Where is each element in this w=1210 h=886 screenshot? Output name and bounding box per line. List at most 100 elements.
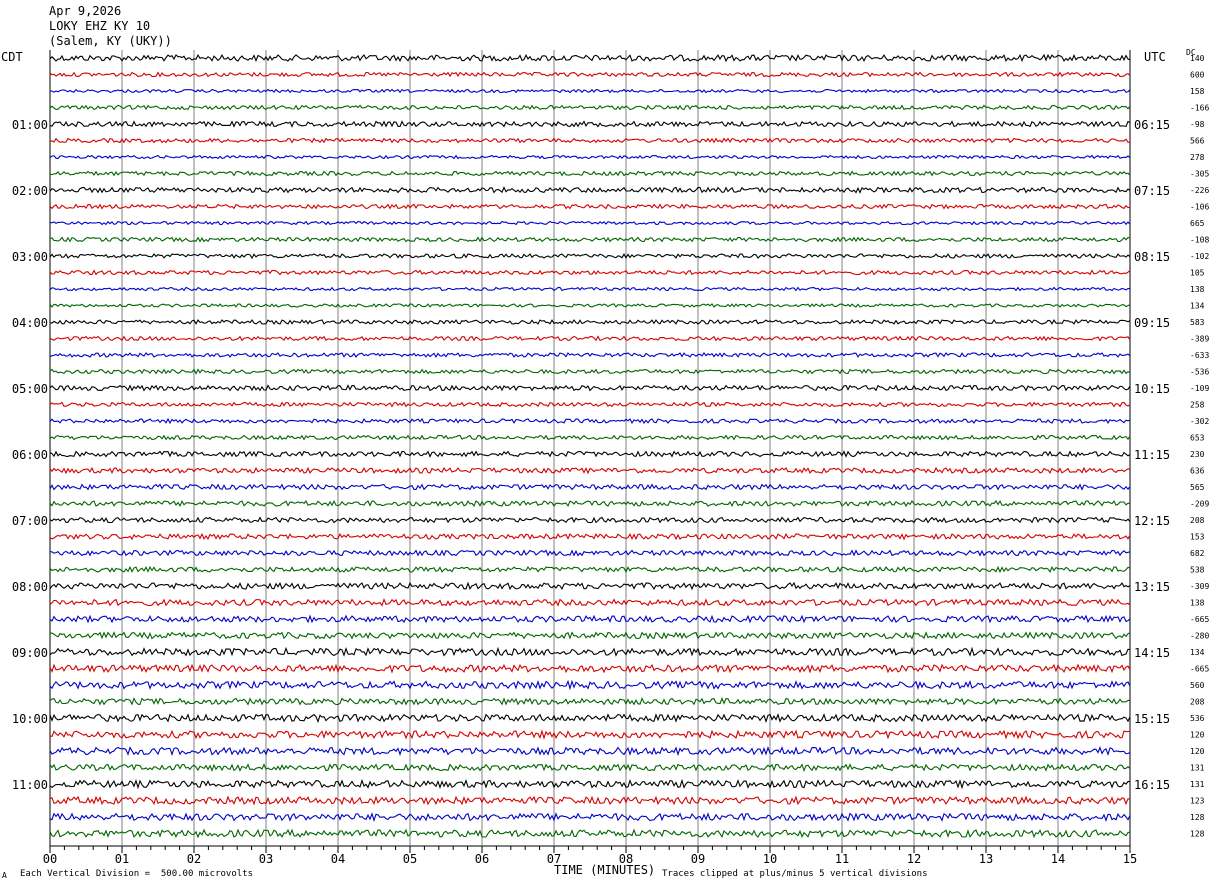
dc-offset-label: -536 bbox=[1190, 368, 1209, 377]
dc-offset-label: 153 bbox=[1190, 533, 1205, 542]
dc-offset-label: -665 bbox=[1190, 615, 1209, 624]
seismic-trace bbox=[49, 450, 1131, 458]
seismic-trace bbox=[49, 170, 1131, 177]
dc-offset-label: 134 bbox=[1190, 648, 1205, 657]
seismic-trace bbox=[49, 417, 1131, 425]
cdt-hour-label: 02:00 bbox=[12, 184, 48, 198]
seismic-trace bbox=[49, 203, 1131, 210]
date-label: Apr 9,2026 bbox=[49, 4, 122, 18]
dc-offset-label: 131 bbox=[1190, 780, 1205, 789]
seismic-trace bbox=[49, 795, 1131, 806]
x-tick-label: 14 bbox=[1051, 852, 1065, 866]
x-tick-label: 09 bbox=[691, 852, 705, 866]
seismic-trace bbox=[49, 466, 1131, 475]
seismic-trace bbox=[49, 88, 1131, 94]
seismic-trace bbox=[49, 303, 1131, 308]
seismic-trace bbox=[49, 778, 1131, 790]
scale-note: Each Vertical Division = 500.00 microvol… bbox=[20, 869, 253, 879]
utc-hour-label: 14:15 bbox=[1134, 646, 1170, 660]
seismic-trace bbox=[49, 286, 1131, 292]
seismic-trace bbox=[49, 516, 1131, 524]
dc-offset-label: 120 bbox=[1190, 731, 1205, 740]
cdt-hour-label: 07:00 bbox=[12, 514, 48, 528]
utc-hour-label: 15:15 bbox=[1134, 712, 1170, 726]
dc-offset-label: 583 bbox=[1190, 318, 1205, 327]
cdt-hour-label: 09:00 bbox=[12, 646, 48, 660]
x-tick-label: 02 bbox=[187, 852, 201, 866]
seismic-trace bbox=[49, 269, 1131, 276]
x-tick-label: 03 bbox=[259, 852, 273, 866]
dc-offset-label: 138 bbox=[1190, 599, 1205, 608]
x-tick-label: 11 bbox=[835, 852, 849, 866]
utc-hour-label: 06:15 bbox=[1134, 118, 1170, 132]
seismic-trace bbox=[49, 335, 1131, 342]
dc-offset-label: 208 bbox=[1190, 698, 1205, 707]
seismic-trace bbox=[49, 483, 1131, 491]
seismic-trace bbox=[49, 434, 1131, 441]
utc-hour-label: 08:15 bbox=[1134, 250, 1170, 264]
dc-offset-label: 665 bbox=[1190, 219, 1205, 228]
dc-offset-label: -280 bbox=[1190, 632, 1209, 641]
x-axis-title: TIME (MINUTES) bbox=[554, 863, 656, 877]
dc-offset-label: -166 bbox=[1190, 104, 1209, 113]
dc-offset-label: 208 bbox=[1190, 516, 1205, 525]
dc-offset-label: 258 bbox=[1190, 401, 1205, 410]
seismic-trace bbox=[49, 597, 1131, 607]
clip-note: Traces clipped at plus/minus 5 vertical … bbox=[662, 869, 928, 879]
dc-offset-label: -226 bbox=[1190, 186, 1209, 195]
dc-offset-label: 560 bbox=[1190, 681, 1205, 690]
dc-offset-label: 565 bbox=[1190, 483, 1205, 492]
seismic-trace bbox=[49, 401, 1131, 408]
x-tick-label: 08 bbox=[619, 852, 633, 866]
location-label: (Salem, KY (UKY)) bbox=[49, 34, 172, 48]
dc-offset-label: 536 bbox=[1190, 714, 1205, 723]
seismic-trace bbox=[49, 729, 1130, 740]
seismic-trace bbox=[49, 746, 1131, 757]
dc-offset-label: 128 bbox=[1190, 813, 1205, 822]
seismic-trace bbox=[49, 565, 1131, 574]
x-tick-label: 05 bbox=[403, 852, 417, 866]
seismic-trace bbox=[49, 549, 1131, 557]
x-tick-label: 13 bbox=[979, 852, 993, 866]
dc-offset-label: -109 bbox=[1190, 384, 1209, 393]
seismic-trace bbox=[49, 499, 1131, 508]
seismic-trace bbox=[49, 71, 1131, 78]
x-tick-label: 01 bbox=[115, 852, 129, 866]
seismic-trace bbox=[49, 137, 1131, 144]
dc-offset-label: 538 bbox=[1190, 566, 1205, 575]
cdt-hour-label: 01:00 bbox=[12, 118, 48, 132]
seismic-trace bbox=[49, 663, 1131, 674]
dc-label: DC bbox=[1186, 48, 1196, 57]
dc-offset-label: 278 bbox=[1190, 153, 1205, 162]
dc-offset-label: 158 bbox=[1190, 87, 1205, 96]
dc-offset-label: -389 bbox=[1190, 335, 1209, 344]
seismic-trace bbox=[49, 53, 1131, 63]
cdt-hour-label: 03:00 bbox=[12, 250, 48, 264]
utc-hour-label: 09:15 bbox=[1134, 316, 1170, 330]
seismic-trace bbox=[49, 384, 1131, 392]
station-label: LOKY EHZ KY 10 bbox=[49, 19, 151, 33]
seismic-trace bbox=[49, 186, 1131, 194]
seismic-trace bbox=[49, 120, 1131, 128]
dc-offset-label: 636 bbox=[1190, 467, 1205, 476]
dc-offset-label: 653 bbox=[1190, 434, 1205, 443]
dc-offset-label: -309 bbox=[1190, 582, 1209, 591]
x-tick-label: 12 bbox=[907, 852, 921, 866]
utc-hour-label: 16:15 bbox=[1134, 778, 1170, 792]
dc-offset-label: -209 bbox=[1190, 500, 1209, 509]
utc-axis-label: UTC bbox=[1144, 50, 1166, 64]
cdt-hour-label: 04:00 bbox=[12, 316, 48, 330]
x-tick-label: 15 bbox=[1123, 852, 1137, 866]
dc-offset-label: -633 bbox=[1190, 351, 1209, 360]
dc-offset-label: 120 bbox=[1190, 747, 1205, 756]
utc-hour-label: 10:15 bbox=[1134, 382, 1170, 396]
seismic-trace bbox=[49, 828, 1131, 839]
dc-offset-label: 140 bbox=[1190, 54, 1205, 63]
seismic-trace bbox=[49, 763, 1131, 773]
utc-hour-label: 11:15 bbox=[1134, 448, 1170, 462]
dc-offset-label: -302 bbox=[1190, 417, 1209, 426]
dc-offset-label: -106 bbox=[1190, 203, 1209, 212]
cdt-hour-label: 08:00 bbox=[12, 580, 48, 594]
seismic-trace bbox=[49, 713, 1131, 724]
